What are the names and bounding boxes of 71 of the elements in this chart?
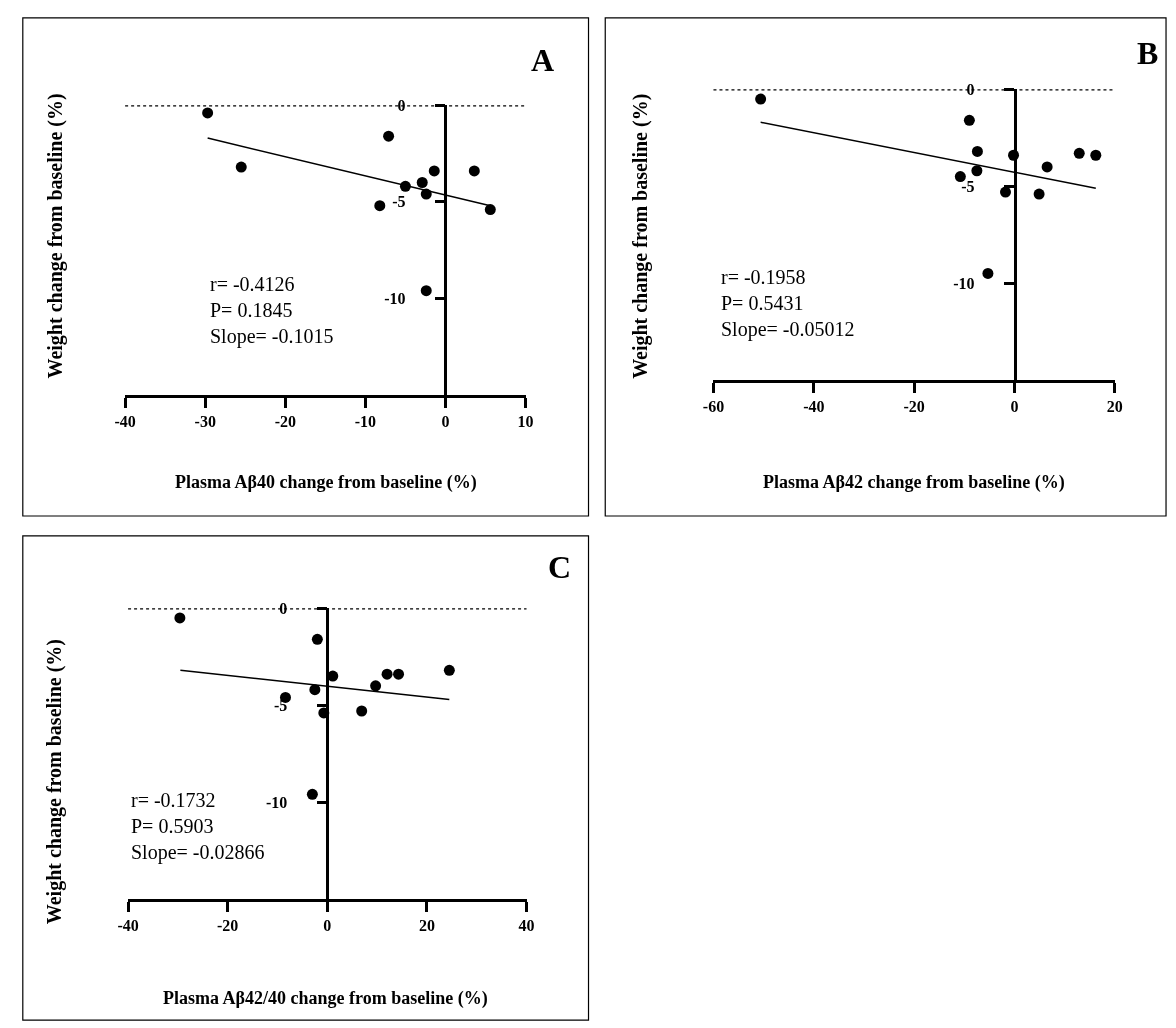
point (971, 145, 983, 157)
point (999, 186, 1011, 198)
y-axis-title: Weight change from baseline (%) (43, 639, 67, 925)
annotation: Slope= -0.1015 (210, 325, 334, 348)
point (1033, 188, 1045, 200)
point (755, 93, 767, 105)
y-tick-label: -10 (953, 274, 975, 292)
annotation: r= -0.1958 (721, 266, 806, 288)
annotation: P= 0.1845 (210, 299, 293, 321)
annotation: Slope= -0.05012 (721, 318, 855, 341)
chart-title: C (548, 549, 572, 585)
x-axis-title: Plasma Aβ40 change from baseline (%) (175, 472, 477, 493)
x-tick-label: -40 (114, 412, 136, 430)
y-tick-label: 0 (279, 599, 288, 617)
point (235, 161, 247, 173)
point (370, 680, 382, 692)
x-tick-label: -20 (217, 916, 239, 934)
point (383, 130, 395, 142)
x-tick-label: 20 (1106, 398, 1123, 416)
point (1041, 161, 1053, 173)
x-tick-label: 0 (323, 916, 332, 934)
x-tick-label: -20 (903, 398, 925, 416)
point (954, 171, 966, 183)
point (484, 204, 496, 216)
x-tick-label: 0 (441, 412, 450, 430)
x-tick-label: -10 (354, 412, 377, 430)
point (356, 705, 368, 717)
point (443, 664, 455, 676)
chart-title: A (531, 42, 555, 78)
point (428, 165, 440, 177)
point (311, 633, 323, 645)
y-tick-label: -5 (961, 177, 975, 195)
point (174, 612, 186, 624)
annotation: P= 0.5903 (131, 815, 214, 837)
point (306, 788, 318, 800)
x-axis-title: Plasma Aβ42 change from baseline (%) (763, 472, 1065, 493)
point (982, 267, 994, 279)
y-axis-title: Weight change from baseline (%) (629, 93, 653, 379)
x-tick-label: 10 (517, 412, 534, 430)
annotation: r= -0.4126 (210, 273, 295, 295)
y-tick-label: -5 (392, 193, 406, 211)
y-axis-title: Weight change from baseline (%) (44, 93, 68, 379)
annotation: P= 0.5431 (721, 292, 804, 314)
point (381, 668, 393, 680)
annotation: r= -0.1732 (131, 789, 216, 811)
y-tick-label: 0 (966, 80, 975, 98)
y-tick-label: -10 (384, 289, 406, 307)
point (393, 668, 405, 680)
x-tick-label: 0 (1010, 398, 1019, 416)
x-axis-title: Plasma Aβ42/40 change from baseline (%) (163, 988, 488, 1009)
chart-title: B (1137, 35, 1159, 71)
x-tick-label: 20 (418, 916, 435, 934)
point (468, 165, 480, 177)
point (1073, 147, 1085, 159)
x-tick-label: -20 (274, 412, 296, 430)
annotation: Slope= -0.02866 (131, 841, 265, 864)
x-tick-label: -60 (702, 398, 725, 416)
point (971, 165, 983, 177)
point (374, 200, 386, 212)
x-tick-label: -40 (803, 398, 825, 416)
x-tick-label: -30 (194, 412, 216, 430)
y-tick-label: -10 (266, 793, 288, 811)
point (1090, 149, 1102, 161)
point (416, 177, 428, 188)
x-tick-label: 40 (518, 916, 535, 934)
point (309, 684, 321, 696)
x-tick-label: -40 (117, 916, 139, 934)
y-tick-label: 0 (397, 96, 406, 114)
point (202, 107, 214, 119)
point (963, 114, 975, 126)
point (420, 285, 432, 297)
